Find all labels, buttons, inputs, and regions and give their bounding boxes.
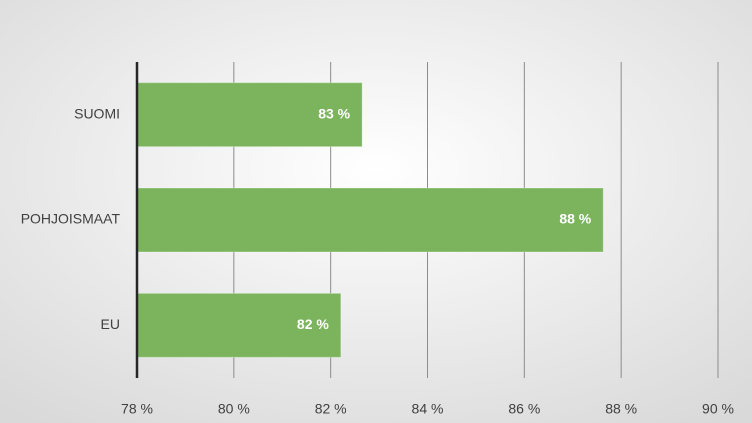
x-tick-label: 86 % <box>508 401 540 417</box>
x-tick-label: 88 % <box>605 401 637 417</box>
x-tick-label: 78 % <box>121 401 153 417</box>
y-tick-label: EU <box>101 316 120 332</box>
x-tick-label: 84 % <box>412 401 444 417</box>
bar <box>136 187 604 253</box>
x-tick-label: 80 % <box>218 401 250 417</box>
y-tick-label: SUOMI <box>74 105 120 121</box>
bar <box>136 82 363 148</box>
x-tick-label: 90 % <box>702 401 734 417</box>
x-tick-label: 82 % <box>315 401 347 417</box>
value-label: 83 % <box>318 105 350 121</box>
value-label: 82 % <box>297 316 329 332</box>
y-tick-label: POHJOISMAAT <box>21 211 121 227</box>
value-label: 88 % <box>559 211 591 227</box>
